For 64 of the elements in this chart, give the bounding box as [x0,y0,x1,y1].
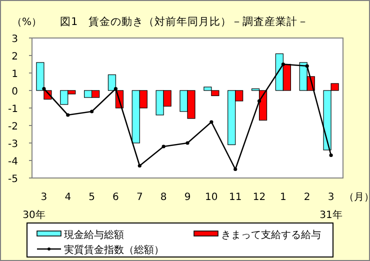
bar [139,90,148,108]
point [329,153,333,158]
x-tick-label: 3 [40,192,48,203]
point [66,113,70,117]
point [234,167,238,172]
legend-label: 現金給与総額 [64,229,124,241]
legend-label: 実質賃金指数（総額） [64,244,164,256]
bar [60,90,68,105]
bar [204,86,212,91]
bar [282,64,291,91]
x-axis-title: （月） [344,192,370,203]
bar [235,90,244,102]
y-tick-label: 2 [12,52,18,62]
bar [187,90,196,119]
text: 30年 [22,209,46,221]
x-tick-label: 9 [184,192,191,203]
y-tick-label: -5 [8,174,18,185]
bar [258,90,268,121]
bar [92,90,100,98]
bar [108,74,116,91]
x-tick-label: 10 [205,192,218,203]
text: 31年 [320,209,342,221]
point [90,110,94,114]
point [210,120,214,124]
x-tick-label: 8 [160,192,167,203]
point [257,99,262,103]
bar [330,83,339,91]
bar [68,90,76,94]
x-tick-label: 2 [304,192,310,203]
bar [163,90,172,107]
y-tick-label: 3 [12,34,18,45]
point [114,86,118,91]
x-tick-label: 4 [64,192,72,203]
x-tick-label: 5 [88,192,95,203]
x-tick-label: 1 [280,192,286,203]
bar [156,90,164,116]
x-tick-label: 3 [328,192,334,203]
y-tick-label: -3 [8,139,18,150]
point [162,144,166,148]
bar [84,90,92,98]
y-tick-label: -4 [8,156,18,168]
point [42,86,46,91]
y-tick-label: -2 [8,122,18,132]
bar [180,90,188,112]
point [281,62,285,66]
bar [36,62,44,91]
bar [228,90,236,146]
y-tick-label: 1 [12,69,18,80]
legend-label: きまって支給する給与 [221,229,321,241]
y-tick-label: 0 [12,86,18,98]
x-tick-label: 7 [136,192,143,203]
bar [211,90,220,96]
y-tick-label: -1 [8,104,18,115]
chart-title: 図1 賃金の動き（対前年同月比）－調査産業計－ [60,15,309,28]
bar [299,62,308,91]
point [186,141,190,145]
x-tick-label: 12 [252,192,266,203]
x-tick-label: 6 [112,192,119,203]
x-tick-label: 11 [228,192,242,203]
point [138,164,142,168]
bar [132,90,140,144]
bar [323,90,332,150]
point [305,64,309,68]
y-axis-title: （%） [12,17,42,28]
